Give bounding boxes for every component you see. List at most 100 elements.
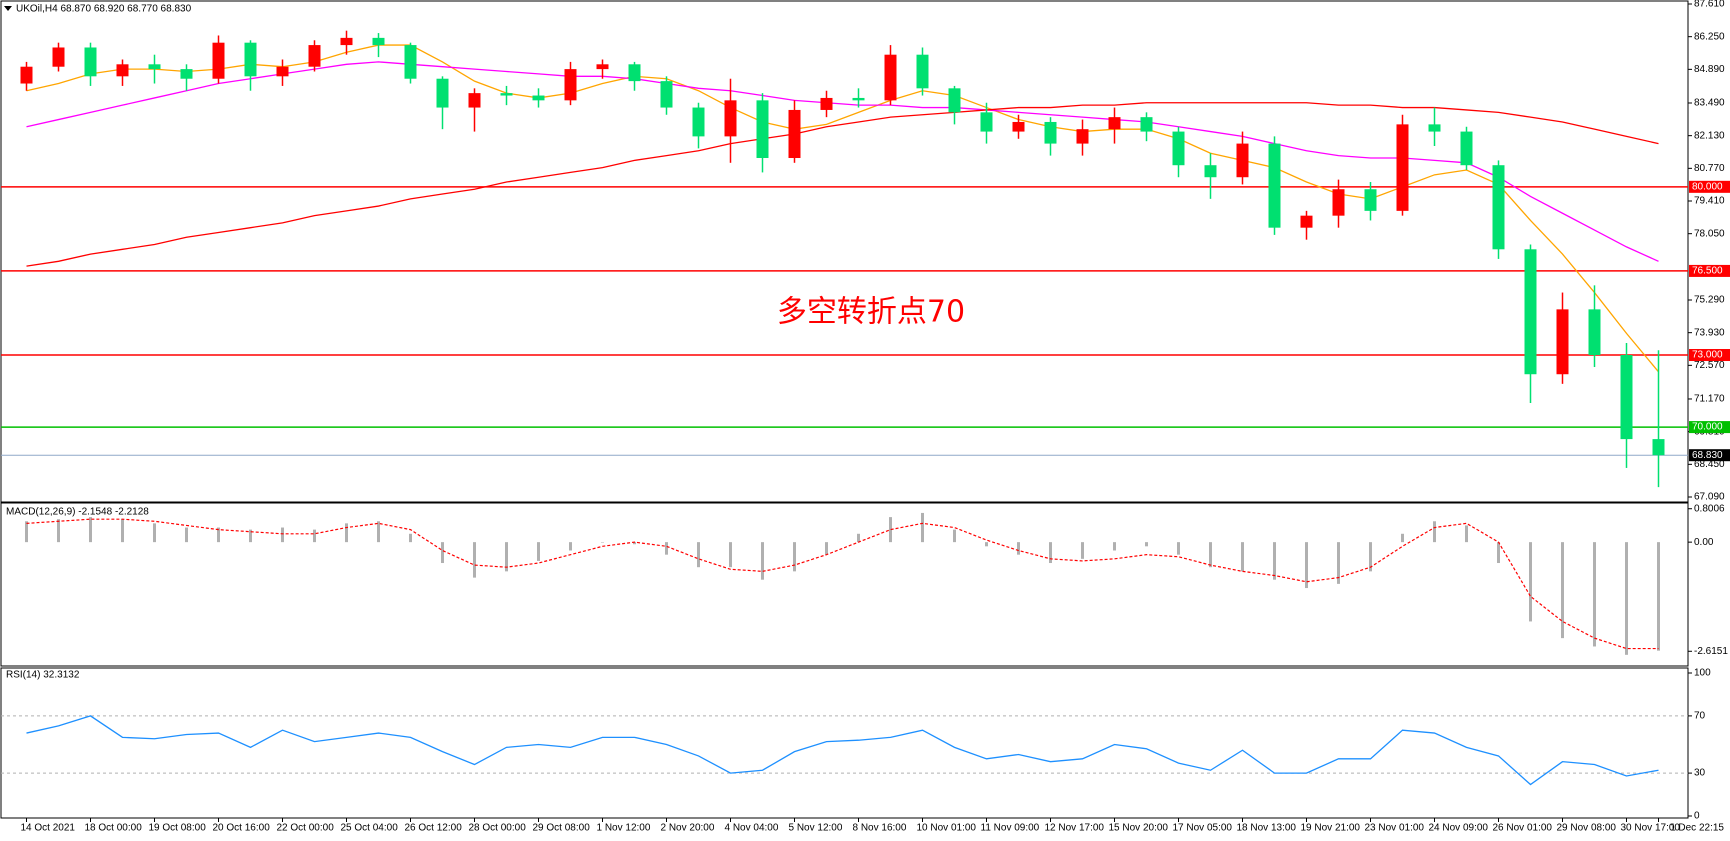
histogram-bar bbox=[121, 519, 124, 543]
x-tick-label: 14 Oct 2021 bbox=[21, 823, 76, 834]
candle-body bbox=[404, 45, 417, 79]
candle-body bbox=[212, 42, 225, 79]
histogram-bar bbox=[313, 529, 316, 543]
histogram-bar bbox=[1593, 542, 1596, 647]
candle-body bbox=[276, 66, 289, 77]
y-tick-label: 71.170 bbox=[1694, 394, 1725, 405]
histogram-bar bbox=[1337, 542, 1340, 584]
level-label-box bbox=[1689, 180, 1730, 193]
candle-body bbox=[500, 93, 513, 96]
candle-body bbox=[820, 97, 833, 110]
y-tick-label: 73.930 bbox=[1694, 327, 1725, 338]
histogram-bar bbox=[985, 542, 988, 547]
x-tick-label: 2 Nov 20:00 bbox=[661, 823, 715, 834]
candle-body bbox=[1652, 439, 1665, 456]
y-tick-label: 30 bbox=[1694, 768, 1706, 779]
x-tick-label: 18 Oct 00:00 bbox=[85, 823, 143, 834]
x-tick-label: 17 Nov 05:00 bbox=[1173, 823, 1233, 834]
histogram-bar bbox=[249, 529, 252, 543]
histogram-bar bbox=[761, 542, 764, 580]
candle-body bbox=[756, 100, 769, 159]
panel-frame bbox=[0, 0, 1689, 503]
y-tick-label: 100 bbox=[1694, 668, 1711, 679]
candle-body bbox=[564, 69, 577, 101]
y-tick-label: 80.770 bbox=[1694, 163, 1725, 174]
rsi-line bbox=[26, 715, 1659, 786]
x-tick-label: 19 Oct 08:00 bbox=[149, 823, 207, 834]
histogram-bar bbox=[1401, 533, 1404, 543]
annotation: 多空转折点70 bbox=[777, 295, 965, 330]
candle-body bbox=[1396, 124, 1409, 211]
histogram-bar bbox=[281, 527, 284, 543]
candle-body bbox=[20, 66, 33, 84]
x-tick-label: 8 Nov 16:00 bbox=[853, 823, 907, 834]
y-tick-label: 82.130 bbox=[1694, 130, 1725, 141]
candle-body bbox=[1428, 124, 1441, 132]
y-tick-label: 87.610 bbox=[1694, 0, 1725, 10]
candle-body bbox=[1524, 249, 1537, 375]
histogram-bar bbox=[1209, 542, 1212, 568]
y-tick-label: 86.250 bbox=[1694, 31, 1725, 42]
candle-body bbox=[1492, 165, 1505, 250]
histogram-bar bbox=[1145, 542, 1148, 547]
y-tick-label: 68.450 bbox=[1694, 459, 1725, 470]
candle-body bbox=[1172, 131, 1185, 166]
x-tick-label: 5 Nov 12:00 bbox=[789, 823, 843, 834]
menu-arrow[interactable] bbox=[4, 6, 12, 11]
level-label-box bbox=[1689, 421, 1730, 434]
y-tick-label: 79.410 bbox=[1694, 196, 1725, 207]
x-tick-label: 28 Oct 00:00 bbox=[469, 823, 527, 834]
histogram-bar bbox=[57, 519, 60, 543]
candle-body bbox=[1076, 129, 1089, 144]
histogram-bar bbox=[569, 542, 572, 551]
x-tick-label: 20 Oct 16:00 bbox=[213, 823, 271, 834]
histogram-bar bbox=[1465, 525, 1468, 543]
y-tick-label: 75.290 bbox=[1694, 295, 1725, 306]
signal-line bbox=[26, 518, 1659, 650]
x-tick-label: 30 Nov 17:00 bbox=[1621, 823, 1681, 834]
candle-body bbox=[244, 42, 257, 77]
x-tick-label: 1 Dec 22:15 bbox=[1670, 823, 1724, 834]
candle-body bbox=[1300, 215, 1313, 228]
panel-frame bbox=[0, 667, 1689, 819]
y-tick-label: 0.00 bbox=[1694, 537, 1714, 548]
histogram-bar bbox=[1369, 542, 1372, 572]
candle-body bbox=[788, 109, 801, 159]
candle-body bbox=[1588, 309, 1601, 356]
histogram-bar bbox=[697, 542, 700, 568]
histogram-bar bbox=[889, 517, 892, 543]
x-tick-label: 18 Nov 13:00 bbox=[1237, 823, 1297, 834]
histogram-bar bbox=[1497, 542, 1500, 564]
x-tick-label: 12 Nov 17:00 bbox=[1045, 823, 1105, 834]
candle-body bbox=[596, 64, 609, 70]
last-price-box bbox=[1689, 449, 1730, 462]
x-tick-label: 10 Nov 01:00 bbox=[917, 823, 977, 834]
histogram-bar bbox=[441, 542, 444, 564]
moving-average bbox=[26, 44, 1659, 373]
histogram-bar bbox=[537, 542, 540, 561]
histogram-bar bbox=[1081, 542, 1084, 559]
candle-body bbox=[628, 64, 641, 82]
histogram-bar bbox=[953, 529, 956, 543]
candle-body bbox=[724, 100, 737, 137]
histogram-bar bbox=[857, 533, 860, 543]
candle-body bbox=[1268, 143, 1281, 228]
y-tick-label: 0.8006 bbox=[1694, 503, 1725, 514]
candle-body bbox=[116, 64, 129, 77]
histogram-bar bbox=[729, 542, 732, 568]
y-tick-label: 84.890 bbox=[1694, 64, 1725, 75]
candle-body bbox=[1620, 355, 1633, 440]
level-label: 73.000 bbox=[1692, 350, 1723, 361]
y-tick-label: 78.050 bbox=[1694, 228, 1725, 239]
histogram-bar bbox=[185, 527, 188, 543]
level-label: 76.500 bbox=[1692, 266, 1723, 277]
histogram-bar bbox=[1657, 542, 1660, 651]
candle-body bbox=[916, 54, 929, 89]
x-tick-label: 11 Nov 09:00 bbox=[981, 823, 1040, 834]
x-tick-label: 4 Nov 04:00 bbox=[725, 823, 779, 834]
histogram-bar bbox=[793, 542, 796, 572]
y-tick-label: 72.570 bbox=[1694, 360, 1725, 371]
level-label: 80.000 bbox=[1692, 181, 1723, 192]
